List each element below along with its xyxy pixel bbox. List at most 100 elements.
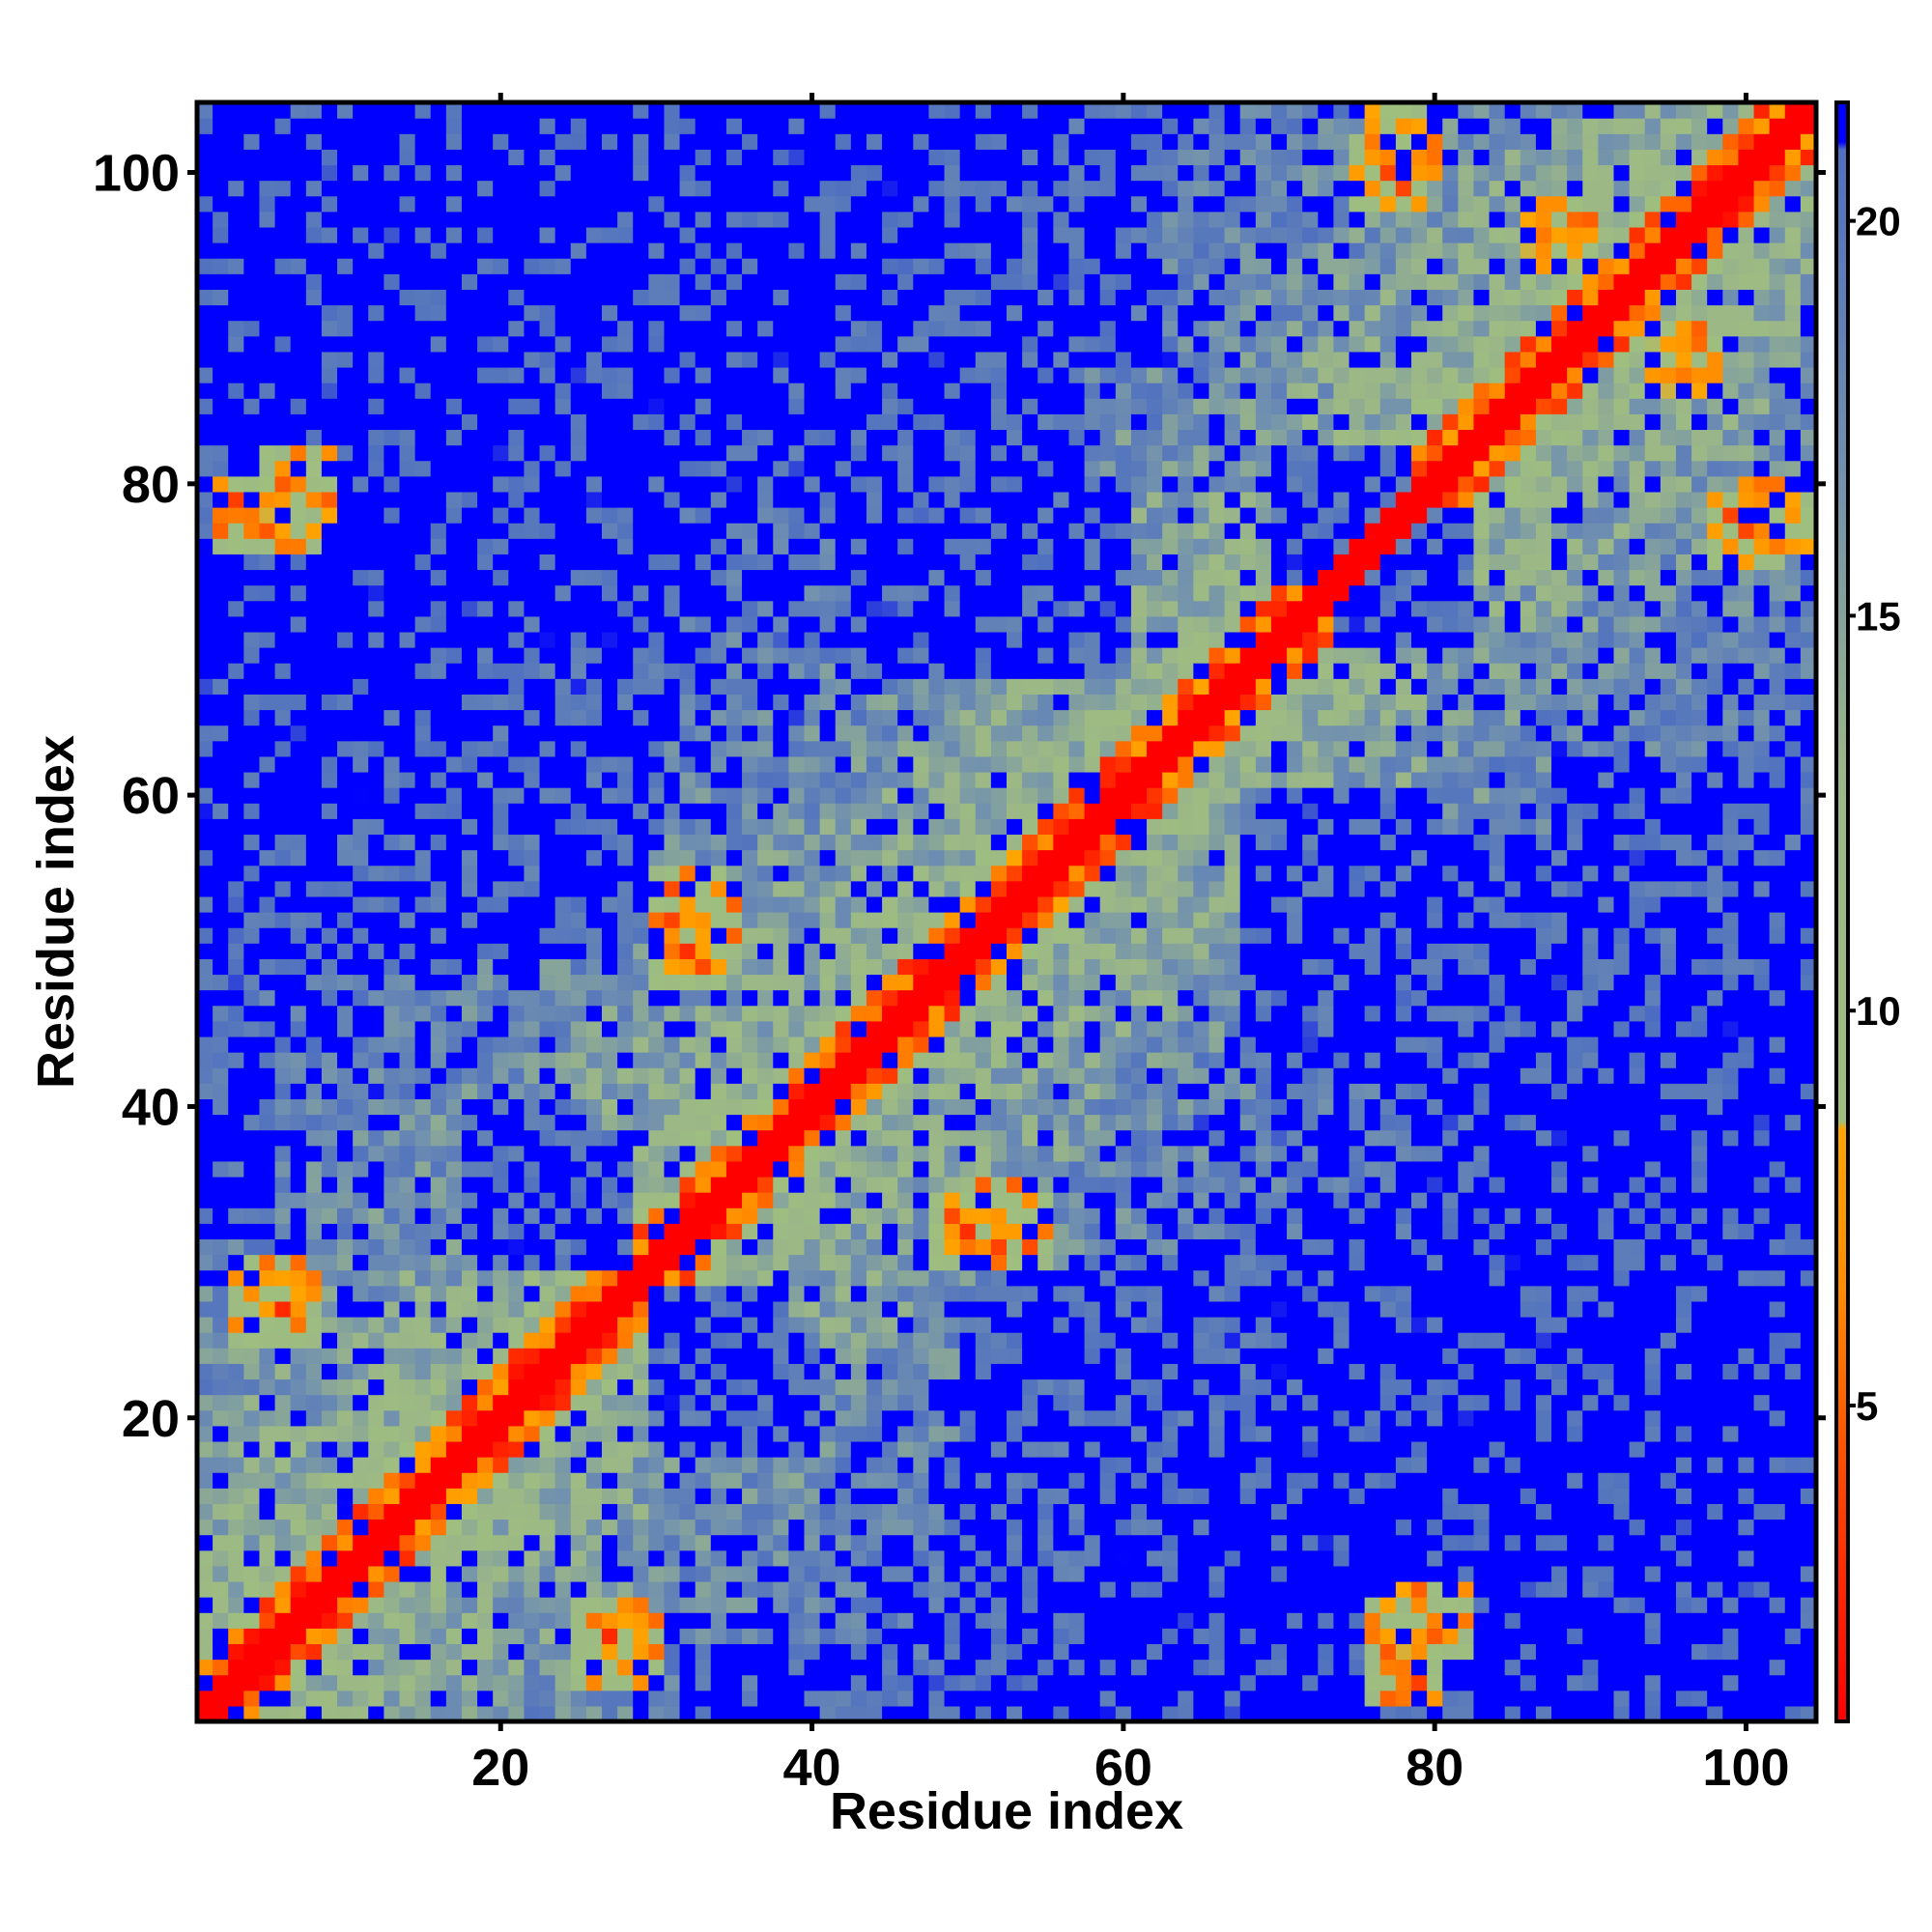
heatmap-cell <box>710 1549 727 1567</box>
heatmap-cell <box>819 1208 837 1224</box>
heatmap-cell <box>213 1363 229 1380</box>
heatmap-cell <box>602 989 618 1007</box>
heatmap-cell <box>850 1067 867 1084</box>
heatmap-cell <box>570 663 587 679</box>
heatmap-cell <box>850 1020 867 1037</box>
heatmap-cell <box>243 1457 261 1473</box>
heatmap-cell <box>445 943 463 959</box>
heatmap-cell <box>804 429 821 446</box>
heatmap-cell <box>508 1160 526 1178</box>
heatmap-cell <box>243 398 261 414</box>
heatmap-cell <box>414 569 432 586</box>
heatmap-cell <box>617 304 634 322</box>
heatmap-cell <box>445 1238 463 1256</box>
heatmap-cell <box>368 1690 384 1707</box>
heatmap-cell <box>228 1705 244 1722</box>
heatmap-cell <box>850 818 867 836</box>
heatmap-cell <box>788 1674 806 1691</box>
heatmap-cell <box>337 1659 354 1676</box>
heatmap-cell <box>633 771 649 788</box>
heatmap-cell <box>305 600 323 617</box>
heatmap-cell <box>445 1659 463 1676</box>
heatmap-cell <box>804 149 821 166</box>
heatmap-cell <box>243 180 261 197</box>
heatmap-cell <box>913 615 930 633</box>
heatmap-cell <box>725 1269 743 1287</box>
heatmap-cell <box>648 444 666 462</box>
heatmap-cell <box>725 1457 743 1473</box>
heatmap-cell <box>819 149 837 166</box>
heatmap-cell <box>554 927 572 944</box>
heatmap-cell <box>742 694 758 711</box>
heatmap-cell <box>850 335 867 353</box>
heatmap-cell <box>866 1519 883 1536</box>
heatmap-cell <box>913 258 930 274</box>
heatmap-cell <box>602 584 618 602</box>
heatmap-cell <box>648 943 666 959</box>
heatmap-cell <box>725 1160 743 1178</box>
heatmap-cell <box>617 1020 634 1037</box>
heatmap-cell <box>633 1472 649 1489</box>
heatmap-cell <box>695 289 712 306</box>
heatmap-cell <box>679 787 696 804</box>
heatmap-cell <box>835 1005 852 1022</box>
heatmap-cell <box>508 1612 526 1629</box>
heatmap-cell <box>274 1457 292 1473</box>
heatmap-cell <box>897 1674 914 1691</box>
heatmap-cell <box>757 1580 774 1598</box>
heatmap-cell <box>305 102 323 119</box>
heatmap-cell <box>897 351 914 368</box>
heatmap-cell <box>788 1440 806 1458</box>
heatmap-cell <box>290 1488 307 1504</box>
heatmap-cell <box>228 242 244 259</box>
heatmap-cell <box>321 1083 338 1099</box>
heatmap-cell <box>835 475 852 493</box>
heatmap-cell <box>804 102 821 119</box>
heatmap-cell <box>835 927 852 944</box>
heatmap-cell <box>461 1269 478 1287</box>
heatmap-cell <box>508 1145 526 1162</box>
heatmap-cell <box>633 663 649 679</box>
heatmap-cell <box>477 569 494 586</box>
heatmap-cell <box>508 1332 526 1349</box>
heatmap-cell <box>508 834 526 851</box>
heatmap-cell <box>773 304 789 322</box>
heatmap-cell <box>430 600 447 617</box>
heatmap-cell <box>835 413 852 431</box>
heatmap-cell <box>602 724 618 742</box>
heatmap-cell <box>897 1425 914 1442</box>
heatmap-cell <box>508 554 526 571</box>
heatmap-cell <box>835 1409 852 1427</box>
heatmap-cell <box>585 1409 603 1427</box>
heatmap-cell <box>321 834 338 851</box>
heatmap-cell <box>539 631 556 648</box>
heatmap-cell <box>337 460 354 477</box>
heatmap-cell <box>633 1192 649 1208</box>
heatmap-cell <box>554 1036 572 1053</box>
heatmap-cell <box>773 289 789 306</box>
heatmap-cell <box>228 320 244 337</box>
heatmap-cell <box>445 1129 463 1147</box>
heatmap-cell <box>819 1488 837 1504</box>
heatmap-cell <box>633 1690 649 1707</box>
heatmap-cell <box>913 1363 930 1380</box>
heatmap-cell <box>274 569 292 586</box>
heatmap-cell <box>290 771 307 788</box>
heatmap-cell <box>197 180 213 197</box>
heatmap-cell <box>617 1580 634 1598</box>
heatmap-cell <box>384 1160 401 1178</box>
heatmap-cell <box>570 1036 587 1053</box>
heatmap-cell <box>913 523 930 539</box>
heatmap-cell <box>602 258 618 274</box>
heatmap-cell <box>477 1597 494 1613</box>
heatmap-cell <box>305 1690 323 1707</box>
heatmap-cell <box>850 1083 867 1099</box>
heatmap-cell <box>617 1378 634 1396</box>
heatmap-cell <box>243 195 261 213</box>
heatmap-cell <box>368 538 384 554</box>
heatmap-cell <box>259 569 276 586</box>
heatmap-cell <box>633 615 649 633</box>
heatmap-cell <box>243 413 261 431</box>
heatmap-cell <box>213 444 229 462</box>
heatmap-cell <box>602 1378 618 1396</box>
